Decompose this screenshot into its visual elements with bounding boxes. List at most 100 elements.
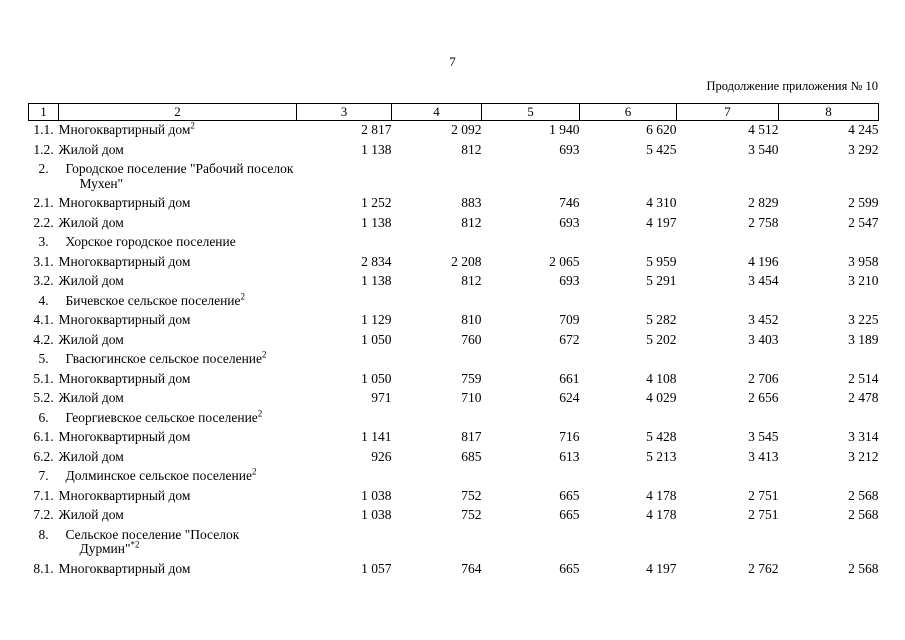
cell-value: 760	[461, 331, 482, 347]
cell-value: 6 620	[646, 122, 677, 137]
row-label: Многоквартирный дом	[58, 429, 191, 444]
data-row: 3.2. Жилой дом 1 138 812 693 5 291 3 454 3 210	[29, 272, 879, 292]
cell-value: 5 425	[646, 141, 677, 157]
row-label: Городское поселение "Рабочий поселок Мух…	[65, 161, 294, 191]
row-number: 2.	[38, 161, 49, 176]
data-row: 8.1. Многоквартирный дом 1 057 764 665 4 197 2…	[29, 560, 879, 580]
footnote-marker: 2	[262, 349, 267, 360]
footnote-marker: 2	[190, 120, 195, 131]
column-header: 3	[296, 103, 392, 121]
cell-value: 3 452	[748, 312, 779, 327]
row-number: 4.1.	[33, 312, 54, 327]
cell-value	[677, 233, 779, 253]
cell-value: 2 751	[748, 507, 779, 522]
cell-value: 1 050	[361, 370, 392, 386]
cell-value: 4 197	[646, 560, 677, 576]
cell-value	[580, 467, 677, 487]
cell-value: 672	[559, 331, 580, 347]
cell-value	[297, 160, 392, 194]
cell-value	[779, 467, 879, 487]
cell-value: 2 656	[748, 390, 779, 405]
cell-value	[482, 233, 580, 253]
cell-value: 2 706	[748, 370, 779, 386]
section-row: 5. Гвасюгинское сельское поселение2	[29, 350, 879, 370]
cell-value: 752	[461, 507, 482, 522]
cell-value: 746	[559, 195, 580, 210]
cell-value: 1 038	[361, 487, 392, 503]
section-row: 4. Бичевское сельское поселение2	[29, 292, 879, 312]
section-row: 8. Сельское поселение "Поселок Дурмин"*2	[29, 526, 879, 560]
cell-value: 3 545	[748, 429, 779, 444]
row-label: Сельское поселение "Поселок Дурмин"*2	[65, 526, 240, 556]
cell-value: 693	[559, 141, 580, 157]
row-number: 6.	[38, 409, 49, 425]
cell-value: 1 057	[361, 560, 392, 576]
cell-value	[297, 467, 392, 487]
data-row: 7.1. Многоквартирный дом 1 038 752 665 4 178 2…	[29, 487, 878, 507]
cell-value: 2 568	[848, 560, 879, 576]
cell-value: 5 428	[646, 429, 677, 444]
row-number: 2.1.	[33, 195, 54, 210]
cell-value: 2 599	[848, 195, 879, 210]
cell-value: 4 310	[646, 195, 677, 210]
column-header: 6	[579, 103, 677, 121]
cell-value: 2 758	[748, 214, 779, 230]
section-row: 7. Долминское сельское поселение2	[29, 467, 879, 487]
cell-value	[482, 292, 580, 312]
cell-value	[580, 233, 677, 253]
cell-value	[779, 526, 879, 560]
cell-value	[297, 233, 392, 253]
cell-value: 1 940	[549, 122, 580, 137]
cell-value: 2 568	[848, 507, 879, 522]
row-number: 4.	[38, 292, 49, 308]
cell-value: 1 038	[361, 507, 392, 522]
cell-value	[297, 292, 392, 312]
cell-value: 812	[461, 214, 482, 230]
cell-value: 2 065	[549, 253, 580, 269]
row-label: Многоквартирный дом	[58, 370, 191, 386]
cell-value: 685	[461, 448, 482, 464]
cell-value: 613	[559, 448, 580, 464]
cell-value: 2 817	[361, 122, 392, 137]
row-label: Хорское городское поселение	[65, 234, 236, 249]
cell-value: 752	[461, 487, 482, 503]
cell-value: 1 138	[361, 273, 392, 288]
row-number: 7.2.	[33, 507, 54, 522]
cell-value: 1 141	[361, 429, 392, 444]
cell-value: 665	[559, 487, 580, 503]
cell-value: 710	[461, 390, 482, 405]
cell-value: 3 454	[748, 273, 779, 288]
row-number: 7.	[38, 468, 49, 483]
cell-value: 693	[559, 214, 580, 230]
row-label: Жилой дом	[58, 273, 124, 288]
cell-value: 3 314	[848, 429, 879, 444]
column-header: 2	[58, 103, 297, 121]
cell-value: 764	[461, 560, 482, 576]
row-number: 5.	[38, 351, 49, 366]
cell-value: 665	[559, 560, 580, 576]
cell-value: 3 212	[848, 448, 879, 464]
cell-value: 1 252	[361, 195, 392, 210]
cell-value: 1 138	[361, 141, 392, 157]
cell-value: 812	[461, 141, 482, 157]
cell-value: 3 210	[848, 273, 879, 288]
data-row: 4.1. Многоквартирный дом 1 129 810 709 5 282 3…	[29, 311, 878, 331]
cell-value: 2 478	[848, 390, 879, 405]
row-number: 2.2.	[33, 214, 54, 230]
cell-value: 716	[559, 429, 580, 444]
row-label: Жилой дом	[58, 214, 124, 230]
cell-value	[392, 409, 482, 429]
cell-value	[677, 409, 779, 429]
cell-value: 2 547	[848, 214, 879, 230]
cell-value	[392, 233, 482, 253]
column-header: 8	[778, 103, 879, 121]
column-header: 7	[676, 103, 779, 121]
cell-value	[392, 350, 482, 370]
cell-value	[580, 160, 677, 194]
cell-value: 2 092	[451, 122, 482, 137]
data-row: 5.1. Многоквартирный дом 1 050 759 661 4 108 2…	[29, 370, 878, 390]
data-row: 2.1. Многоквартирный дом 1 252 883 746 4 310 2…	[29, 194, 879, 214]
cell-value	[297, 350, 392, 370]
cell-value	[580, 292, 677, 312]
